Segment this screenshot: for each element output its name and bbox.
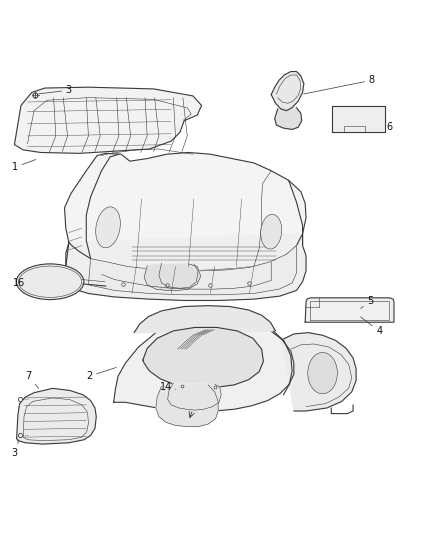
Ellipse shape — [16, 264, 84, 300]
Text: 6: 6 — [385, 118, 393, 132]
Polygon shape — [332, 107, 385, 132]
Polygon shape — [14, 87, 201, 154]
Ellipse shape — [308, 352, 337, 394]
Polygon shape — [271, 71, 304, 111]
Polygon shape — [144, 264, 201, 290]
Text: 8: 8 — [304, 75, 375, 94]
Text: 3: 3 — [39, 85, 72, 95]
Ellipse shape — [95, 207, 120, 248]
Text: 4: 4 — [360, 317, 382, 336]
Ellipse shape — [261, 214, 282, 249]
Polygon shape — [305, 298, 394, 322]
Polygon shape — [275, 108, 302, 130]
Polygon shape — [64, 234, 306, 301]
Text: 1: 1 — [12, 159, 36, 172]
Text: 7: 7 — [25, 371, 39, 389]
Text: 5: 5 — [360, 296, 374, 309]
Polygon shape — [168, 383, 221, 410]
Polygon shape — [17, 389, 96, 444]
Text: 16: 16 — [13, 278, 25, 288]
Polygon shape — [282, 333, 356, 411]
Polygon shape — [114, 318, 294, 411]
Polygon shape — [134, 305, 276, 333]
Text: 3: 3 — [12, 440, 19, 458]
Polygon shape — [156, 385, 218, 426]
Text: 2: 2 — [86, 367, 116, 381]
Text: 14: 14 — [160, 383, 176, 392]
Polygon shape — [88, 246, 297, 295]
Polygon shape — [143, 327, 263, 387]
Polygon shape — [64, 152, 306, 271]
